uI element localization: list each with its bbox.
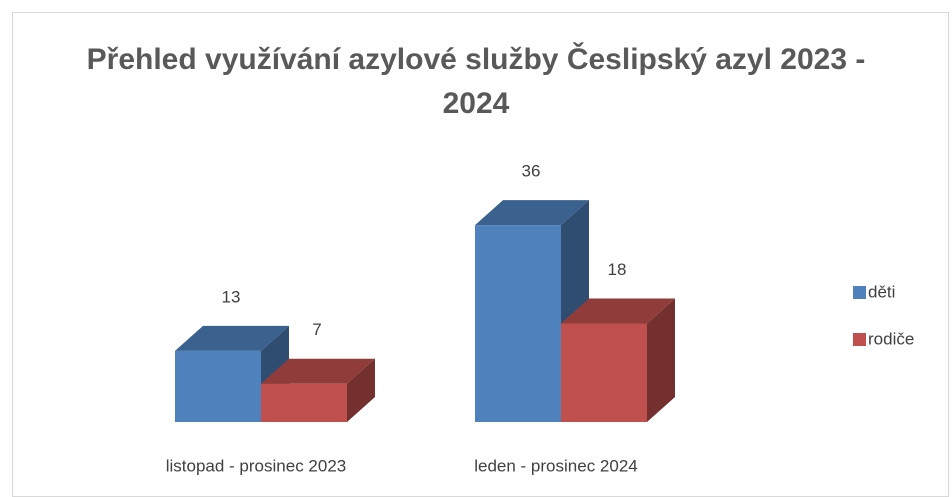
bar-top [175,325,289,351]
bar-side [647,298,675,422]
bar-top [561,298,675,324]
chart-title: Přehled využívání azylové služby Česlips… [86,43,866,120]
bar-front [561,323,647,422]
bar-top [475,200,589,226]
bar-side [347,358,375,422]
legend-label: děti [868,282,895,301]
bar-front [175,350,261,422]
data-label: 13 [222,287,241,306]
bar-top [261,358,375,384]
bar [261,358,375,422]
bar-front [261,383,347,422]
data-label: 36 [522,162,541,181]
data-label: 18 [608,260,627,279]
legend-swatch [853,286,866,299]
x-tick-label: listopad - prosinec 2023 [166,456,347,475]
x-tick-label: leden - prosinec 2024 [474,456,638,475]
legend-swatch [853,333,866,346]
data-label: 7 [312,320,321,339]
legend-label: rodiče [868,329,914,348]
bar-front [475,225,561,422]
bar [561,298,675,422]
